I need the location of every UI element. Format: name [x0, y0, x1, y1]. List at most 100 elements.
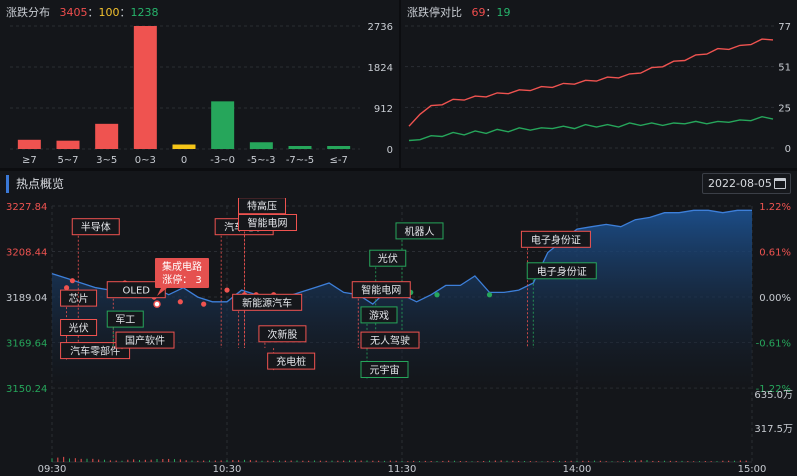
x-time-label: 10:30 — [213, 464, 242, 475]
event-marker — [486, 292, 493, 298]
y-pct-label: 1.22% — [759, 202, 791, 213]
concept-tag — [232, 293, 303, 311]
x-tick-label: -5~-3 — [247, 155, 275, 166]
concept-tag — [71, 218, 120, 236]
y-tick-label: 912 — [374, 104, 393, 115]
section-divider — [0, 168, 797, 171]
date-picker[interactable]: 2022-08-05 — [702, 173, 791, 194]
limit-ratio-line-chart: 77 51 25 0 — [405, 22, 791, 155]
concept-tag-label: 次新股 — [267, 328, 297, 341]
callout-point — [153, 300, 161, 308]
bar — [133, 26, 157, 149]
concept-tag-label: 充电桩 — [276, 355, 306, 368]
concept-tag — [520, 230, 591, 248]
ratio-title: 涨跌停对比 — [407, 6, 462, 19]
separator: ： — [119, 6, 131, 19]
x-tick-label: 0 — [181, 155, 187, 166]
intraday-chart: 3227.84 1.22% 3208.44 0.61% 3189.04 0.00% 3169… — [0, 197, 797, 476]
up-count: 3405 — [59, 6, 88, 19]
concept-tag — [360, 331, 420, 349]
y-tick-label: 77 — [778, 22, 791, 33]
y-price-label: 3150.24 — [6, 384, 47, 395]
bar — [17, 139, 41, 149]
y-pct-label: 0.00% — [759, 293, 791, 304]
y-pct-label: 0.61% — [759, 248, 791, 259]
concept-tag-label: 国产软件 — [125, 334, 165, 347]
y-pct-label: -0.61% — [756, 339, 791, 350]
bar — [95, 123, 119, 149]
concept-tag-label: OLED — [123, 286, 151, 297]
series-line — [408, 38, 774, 127]
x-tick-label: 0~3 — [135, 155, 156, 166]
distribution-title-row: 涨跌分布 3405：100：1238 — [6, 4, 159, 20]
event-marker — [63, 285, 70, 291]
concept-tag-label: 游戏 — [369, 309, 389, 322]
x-tick-label: -3~0 — [210, 155, 235, 166]
concept-tag-label: 新能源汽车 — [242, 296, 292, 309]
bar — [56, 140, 80, 149]
volume-tick-label: 635.0万 — [754, 390, 793, 401]
limit-down-count: 19 — [496, 6, 511, 19]
x-tick-label: 5~7 — [57, 155, 78, 166]
flat-count: 100 — [98, 6, 120, 19]
y-price-label: 3189.04 — [6, 293, 47, 304]
concept-tag — [238, 197, 286, 215]
concept-tag — [267, 352, 316, 370]
concept-tag-label: 智能电网 — [248, 217, 288, 230]
event-marker — [224, 287, 230, 293]
concept-tag — [60, 289, 98, 307]
concept-tag-label: 芯片 — [69, 292, 89, 305]
bar — [288, 146, 312, 149]
bar — [172, 144, 196, 149]
series-line — [408, 115, 774, 142]
concept-tag-label: 半导体 — [81, 221, 111, 234]
concept-tag — [258, 325, 307, 343]
intraday-svg: 3227.84 1.22% 3208.44 0.61% 3189.04 0.00% 3169… — [6, 197, 793, 475]
callout-pointer — [157, 288, 167, 296]
separator: ： — [87, 6, 99, 19]
concept-tag-label: 智能电网 — [361, 284, 401, 297]
concept-tag-label: 光伏 — [69, 322, 89, 335]
y-tick-label: 2736 — [368, 22, 393, 33]
y-tick-label: 0 — [785, 144, 791, 155]
concept-tag — [360, 361, 409, 378]
y-pct-label: -1.22% — [756, 384, 791, 395]
concept-tag — [60, 319, 98, 336]
y-tick-label: 25 — [778, 103, 791, 114]
concept-tag — [106, 281, 166, 299]
distribution-title: 涨跌分布 — [6, 6, 50, 19]
concept-tag — [60, 342, 131, 360]
x-tick-label: ≥7 — [22, 155, 37, 166]
concept-tag — [360, 306, 398, 324]
separator: ： — [485, 6, 497, 19]
concept-tag-label: 电子身份证 — [537, 265, 587, 278]
ratio-title-row: 涨跌停对比 69：19 — [407, 4, 511, 20]
limit-ratio-panel: 涨跌停对比 69：19 77 51 25 0 — [401, 0, 797, 168]
down-count: 1238 — [130, 6, 159, 19]
event-marker — [177, 299, 183, 305]
concept-tag — [238, 214, 297, 231]
y-tick-label: 1824 — [368, 63, 393, 74]
x-tick-label: -7~-5 — [286, 155, 314, 166]
concept-tag-label: 机器人 — [405, 225, 435, 238]
concept-tag-label: 电子身份证 — [531, 233, 581, 246]
concept-tag-label: 军工 — [115, 314, 135, 326]
bar — [211, 101, 235, 149]
hot-overview-header: 热点概览 2022-08-05 — [0, 172, 797, 198]
x-tick-label: 3~5 — [96, 155, 117, 166]
concept-tag — [351, 281, 411, 299]
x-time-label: 15:00 — [738, 464, 767, 475]
panel-divider — [399, 0, 401, 168]
volume-tick-label: 317.5万 — [754, 424, 793, 435]
concept-tag — [395, 222, 444, 240]
y-tick-label: 0 — [387, 145, 393, 156]
concept-tag — [526, 262, 597, 280]
bar — [249, 142, 273, 149]
hot-callout — [155, 258, 209, 288]
x-time-label: 11:30 — [388, 464, 417, 475]
distribution-bar-chart: 2736 1824 912 0 ≥7 5~7 3~5 0~3 0 -3~0 -5~-3 -7~-5 ≤-… — [10, 22, 393, 166]
concept-tag-label: 无人驾驶 — [370, 334, 410, 347]
x-tick-label: ≤-7 — [329, 155, 347, 166]
calendar-icon[interactable] — [774, 178, 786, 189]
x-time-label: 14:00 — [563, 464, 592, 475]
